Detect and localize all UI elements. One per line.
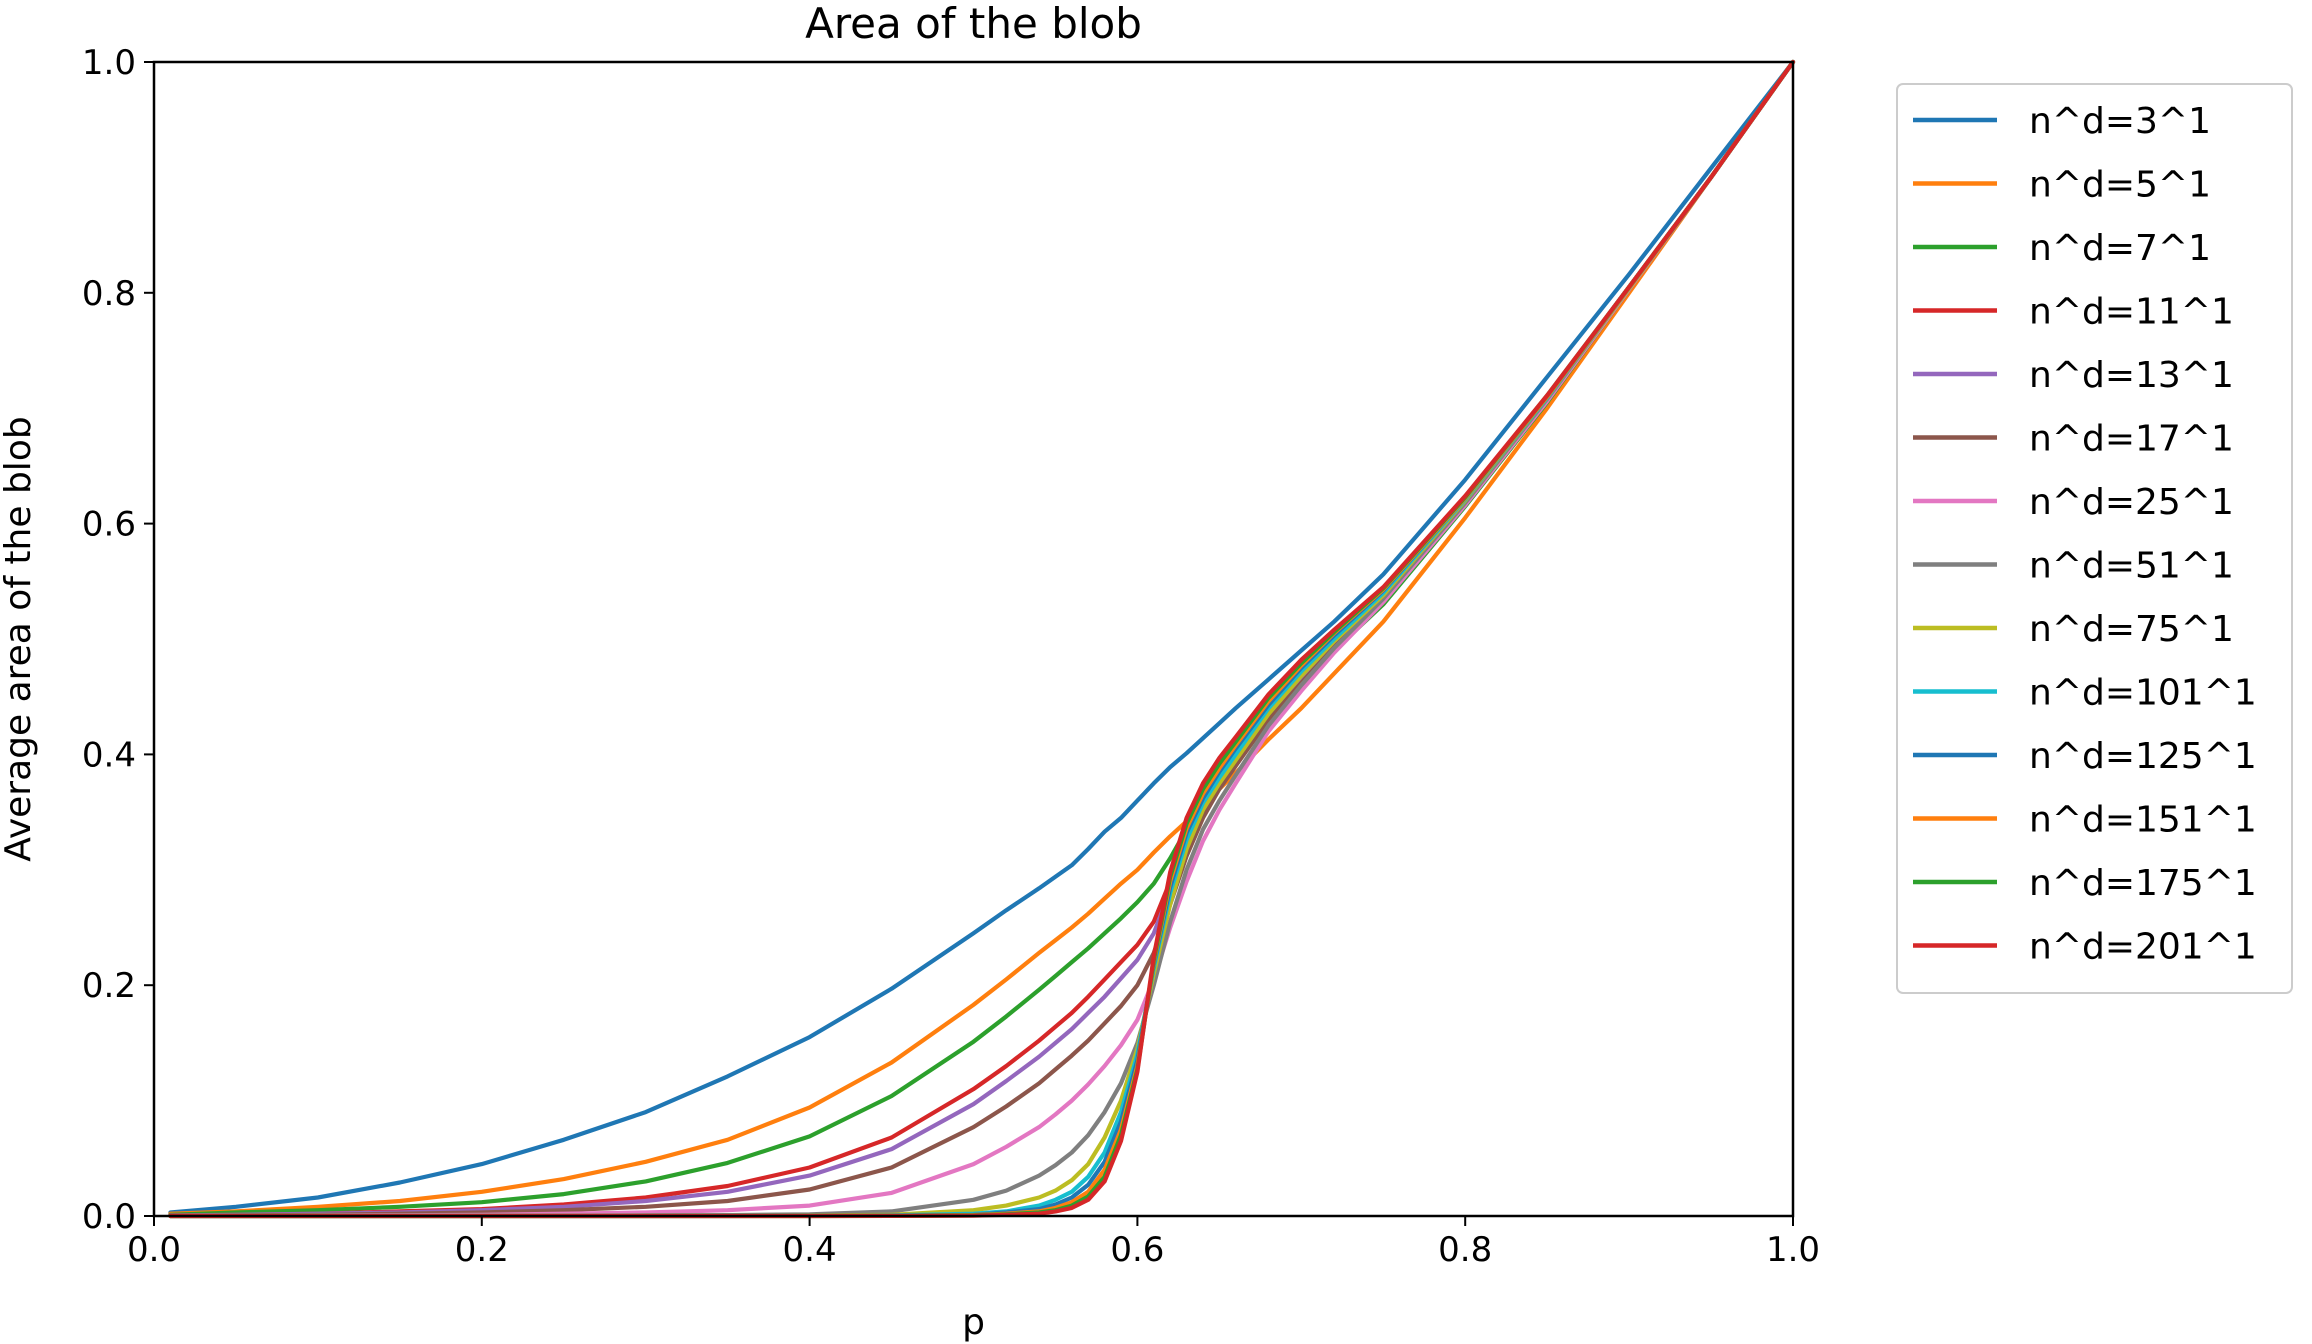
- y-tick-label-3: 0.6: [82, 505, 136, 545]
- legend-items: n^d=3^1 n^d=5^1 n^d=7^1 n^d=11^1 n^d=13^1 n^d…: [1913, 101, 2257, 968]
- legend-label-10: n^d=125^1: [2029, 736, 2257, 777]
- x-tick-label-2: 0.4: [783, 1230, 837, 1270]
- plot-area-frame: [152, 60, 1795, 1218]
- x-tick-label-0: 0.0: [127, 1230, 181, 1270]
- legend-label-12: n^d=175^1: [2029, 863, 2257, 904]
- y-tick-label-5: 1.0: [82, 43, 136, 83]
- series-line-3: [168, 59, 1796, 1218]
- x-tick-label-4: 0.8: [1438, 1230, 1492, 1270]
- legend-label-11: n^d=151^1: [2029, 800, 2257, 841]
- x-tick-label-3: 0.6: [1110, 1230, 1164, 1270]
- y-tick-label-0: 0.0: [82, 1197, 136, 1237]
- legend-label-2: n^d=7^1: [2029, 228, 2211, 269]
- x-tick-label-1: 0.2: [455, 1230, 509, 1270]
- y-tick-label-1: 0.2: [82, 966, 136, 1006]
- legend-label-1: n^d=5^1: [2029, 165, 2211, 206]
- legend-label-13: n^d=201^1: [2029, 927, 2257, 968]
- legend-label-9: n^d=101^1: [2029, 673, 2257, 714]
- legend-label-4: n^d=13^1: [2029, 355, 2234, 396]
- legend-label-0: n^d=3^1: [2029, 101, 2211, 142]
- series-line-9: [168, 59, 1796, 1219]
- series-line-7: [168, 59, 1796, 1219]
- legend-label-7: n^d=51^1: [2029, 546, 2234, 587]
- series-line-6: [168, 59, 1796, 1218]
- series-line-4: [168, 59, 1796, 1218]
- series-line-0: [168, 59, 1796, 1215]
- legend: n^d=3^1 n^d=5^1 n^d=7^1 n^d=11^1 n^d=13^1 n^d…: [1896, 83, 2293, 994]
- series-line-8: [168, 59, 1796, 1219]
- x-axis-label: p: [962, 1302, 985, 1343]
- legend-frame: [1896, 83, 2293, 994]
- y-axis-label: Average area of the blob: [0, 416, 39, 861]
- legend-label-3: n^d=11^1: [2029, 292, 2234, 333]
- series-line-12: [168, 59, 1796, 1219]
- series-line-1: [168, 59, 1796, 1216]
- series-line-10: [168, 59, 1796, 1219]
- series-line-5: [168, 59, 1796, 1218]
- series-line-2: [168, 59, 1796, 1217]
- x-tick-label-5: 1.0: [1766, 1230, 1820, 1270]
- legend-label-5: n^d=17^1: [2029, 419, 2234, 460]
- axis-ticks: 0.0 0.2 0.4 0.6 0.8 1.0 0.0 0.2 0.4 0.6 0.8 1.0: [82, 43, 1820, 1270]
- legend-label-6: n^d=25^1: [2029, 482, 2234, 523]
- legend-label-8: n^d=75^1: [2029, 609, 2234, 650]
- y-tick-label-4: 0.8: [82, 274, 136, 314]
- series-line-13: [168, 59, 1796, 1219]
- y-tick-label-2: 0.4: [82, 735, 136, 775]
- chart-title: Area of the blob: [805, 0, 1142, 48]
- series-line-11: [168, 59, 1796, 1219]
- series-layer: [168, 59, 1796, 1219]
